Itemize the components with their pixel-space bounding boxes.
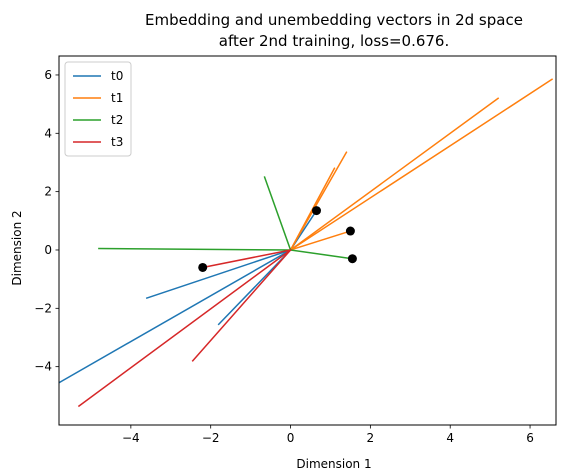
legend-label-t2: t2 [111,113,123,127]
series-t1-vector-3 [289,78,554,252]
legend-label-t1: t1 [111,91,123,105]
legend-box [64,61,132,157]
x-tick-label-2: 0 [287,431,295,445]
series-t2-vector-0 [98,247,292,251]
y-tick-label-0: −4 [34,360,52,374]
scatter-point-1 [345,226,355,236]
y-tick-label-2: 0 [44,243,52,257]
legend-label-t3: t3 [111,135,123,149]
scatter-point-3 [198,262,208,272]
series-t0-vector-2 [217,248,292,326]
series-t3-vector-1 [191,248,292,362]
chart-title-line2: after 2nd training, loss=0.676. [219,32,450,50]
series-t3-vector-2 [201,249,292,269]
y-tick-label-5: 6 [44,68,52,82]
x-tick-label-5: 6 [526,431,534,445]
x-tick-label-3: 2 [367,431,375,445]
series-t2-vector-1 [263,176,292,251]
x-axis-label: Dimension 1 [296,457,371,471]
legend-label-t0: t0 [111,69,123,83]
series-t1-vector-2 [289,97,500,252]
series-t2-vector-2 [289,249,354,260]
scatter-point-0 [311,206,321,216]
x-tick-label-0: −4 [122,431,140,445]
y-tick-label-1: −2 [34,301,52,315]
scatter-point-2 [347,254,357,264]
ticks: −4 −2 0 2 4 6 −4 −2 0 2 4 6 [34,68,534,445]
legend: t0 t1 t2 t3 [64,61,132,157]
x-tick-label-4: 4 [446,431,454,445]
y-tick-label-3: 2 [44,185,52,199]
plot-area [59,78,554,408]
y-axis-label: Dimension 2 [10,210,24,285]
series-t3-vector-0 [77,248,292,408]
chart-title-line1: Embedding and unembedding vectors in 2d … [145,11,523,29]
series-t0-vector-1 [145,249,292,300]
y-tick-label-4: 4 [44,126,52,140]
series-t0-vector-0 [59,248,292,384]
axes-frame [58,55,557,426]
x-tick-label-1: −2 [202,431,220,445]
series-t1-vector-4 [289,230,352,251]
